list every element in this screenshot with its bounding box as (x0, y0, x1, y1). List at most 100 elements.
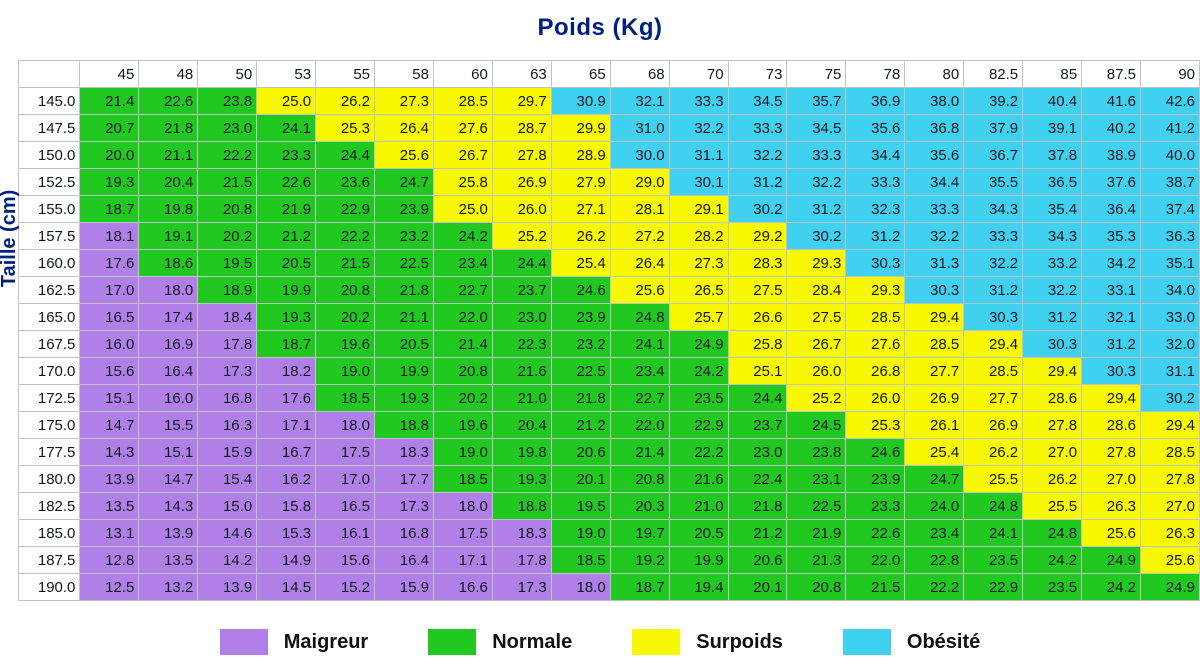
bmi-cell: 23.9 (846, 466, 905, 493)
bmi-cell: 27.8 (492, 142, 551, 169)
bmi-cell: 15.6 (316, 547, 375, 574)
height-header: 190.0 (19, 574, 80, 601)
bmi-cell: 17.0 (316, 466, 375, 493)
bmi-cell: 27.0 (1082, 466, 1141, 493)
bmi-cell: 31.1 (1141, 358, 1200, 385)
bmi-cell: 15.2 (316, 574, 375, 601)
bmi-cell: 30.2 (1141, 385, 1200, 412)
bmi-cell: 26.7 (787, 331, 846, 358)
bmi-cell: 17.8 (198, 331, 257, 358)
bmi-cell: 24.2 (1082, 574, 1141, 601)
bmi-cell: 15.6 (80, 358, 139, 385)
bmi-table: 45485053555860636568707375788082.58587.5… (18, 60, 1200, 601)
bmi-cell: 23.7 (492, 277, 551, 304)
bmi-cell: 29.1 (669, 196, 728, 223)
bmi-cell: 23.2 (375, 223, 434, 250)
bmi-cell: 24.6 (846, 439, 905, 466)
bmi-cell: 19.8 (139, 196, 198, 223)
bmi-cell: 19.4 (669, 574, 728, 601)
bmi-cell: 24.4 (492, 250, 551, 277)
bmi-cell: 28.7 (492, 115, 551, 142)
bmi-cell: 16.8 (198, 385, 257, 412)
bmi-cell: 16.2 (257, 466, 316, 493)
bmi-cell: 31.2 (1082, 331, 1141, 358)
bmi-cell: 18.2 (257, 358, 316, 385)
y-axis-label: Taille (cm) (0, 189, 21, 286)
bmi-cell: 19.6 (316, 331, 375, 358)
bmi-cell: 13.5 (139, 547, 198, 574)
bmi-cell: 19.5 (551, 493, 610, 520)
bmi-cell: 20.8 (787, 574, 846, 601)
bmi-cell: 20.2 (198, 223, 257, 250)
height-header: 160.0 (19, 250, 80, 277)
bmi-cell: 34.3 (1023, 223, 1082, 250)
bmi-cell: 40.2 (1082, 115, 1141, 142)
bmi-cell: 37.9 (964, 115, 1023, 142)
bmi-cell: 22.2 (905, 574, 964, 601)
bmi-cell: 24.0 (905, 493, 964, 520)
bmi-cell: 21.9 (787, 520, 846, 547)
bmi-cell: 29.4 (964, 331, 1023, 358)
bmi-cell: 25.6 (610, 277, 669, 304)
bmi-cell: 20.8 (316, 277, 375, 304)
bmi-cell: 20.1 (728, 574, 787, 601)
bmi-cell: 22.7 (433, 277, 492, 304)
height-header: 187.5 (19, 547, 80, 574)
bmi-cell: 20.6 (728, 547, 787, 574)
bmi-cell: 30.3 (964, 304, 1023, 331)
bmi-cell: 28.5 (846, 304, 905, 331)
bmi-cell: 26.9 (492, 169, 551, 196)
bmi-cell: 25.6 (1082, 520, 1141, 547)
bmi-cell: 31.2 (1023, 304, 1082, 331)
height-header: 150.0 (19, 142, 80, 169)
bmi-cell: 21.4 (80, 88, 139, 115)
bmi-cell: 13.1 (80, 520, 139, 547)
bmi-cell: 23.9 (375, 196, 434, 223)
bmi-cell: 21.6 (492, 358, 551, 385)
bmi-cell: 16.9 (139, 331, 198, 358)
bmi-cell: 16.4 (139, 358, 198, 385)
bmi-cell: 27.1 (551, 196, 610, 223)
bmi-cell: 21.2 (257, 223, 316, 250)
bmi-cell: 19.2 (610, 547, 669, 574)
bmi-cell: 27.7 (964, 385, 1023, 412)
bmi-cell: 16.0 (80, 331, 139, 358)
bmi-cell: 21.1 (139, 142, 198, 169)
bmi-cell: 14.2 (198, 547, 257, 574)
bmi-cell: 28.5 (905, 331, 964, 358)
bmi-cell: 27.8 (1023, 412, 1082, 439)
weight-header: 75 (787, 61, 846, 88)
bmi-cell: 29.0 (610, 169, 669, 196)
bmi-cell: 26.2 (964, 439, 1023, 466)
bmi-cell: 12.8 (80, 547, 139, 574)
bmi-cell: 23.0 (728, 439, 787, 466)
bmi-cell: 28.6 (1082, 412, 1141, 439)
bmi-cell: 23.3 (846, 493, 905, 520)
bmi-cell: 19.8 (492, 439, 551, 466)
weight-header: 50 (198, 61, 257, 88)
height-header: 165.0 (19, 304, 80, 331)
bmi-cell: 22.7 (610, 385, 669, 412)
bmi-cell: 23.7 (728, 412, 787, 439)
bmi-cell: 21.5 (846, 574, 905, 601)
bmi-cell: 34.4 (905, 169, 964, 196)
bmi-cell: 25.0 (433, 196, 492, 223)
bmi-cell: 23.5 (1023, 574, 1082, 601)
bmi-cell: 21.8 (728, 493, 787, 520)
bmi-cell: 30.2 (787, 223, 846, 250)
bmi-cell: 30.2 (728, 196, 787, 223)
bmi-cell: 33.3 (905, 196, 964, 223)
bmi-cell: 32.2 (905, 223, 964, 250)
bmi-cell: 22.3 (492, 331, 551, 358)
bmi-cell: 13.9 (80, 466, 139, 493)
bmi-cell: 24.5 (787, 412, 846, 439)
bmi-cell: 20.1 (551, 466, 610, 493)
bmi-cell: 30.1 (669, 169, 728, 196)
bmi-cell: 25.6 (375, 142, 434, 169)
bmi-cell: 24.4 (728, 385, 787, 412)
bmi-cell: 21.0 (669, 493, 728, 520)
bmi-cell: 24.7 (375, 169, 434, 196)
bmi-cell: 18.7 (610, 574, 669, 601)
bmi-cell: 14.3 (139, 493, 198, 520)
bmi-cell: 32.2 (964, 250, 1023, 277)
